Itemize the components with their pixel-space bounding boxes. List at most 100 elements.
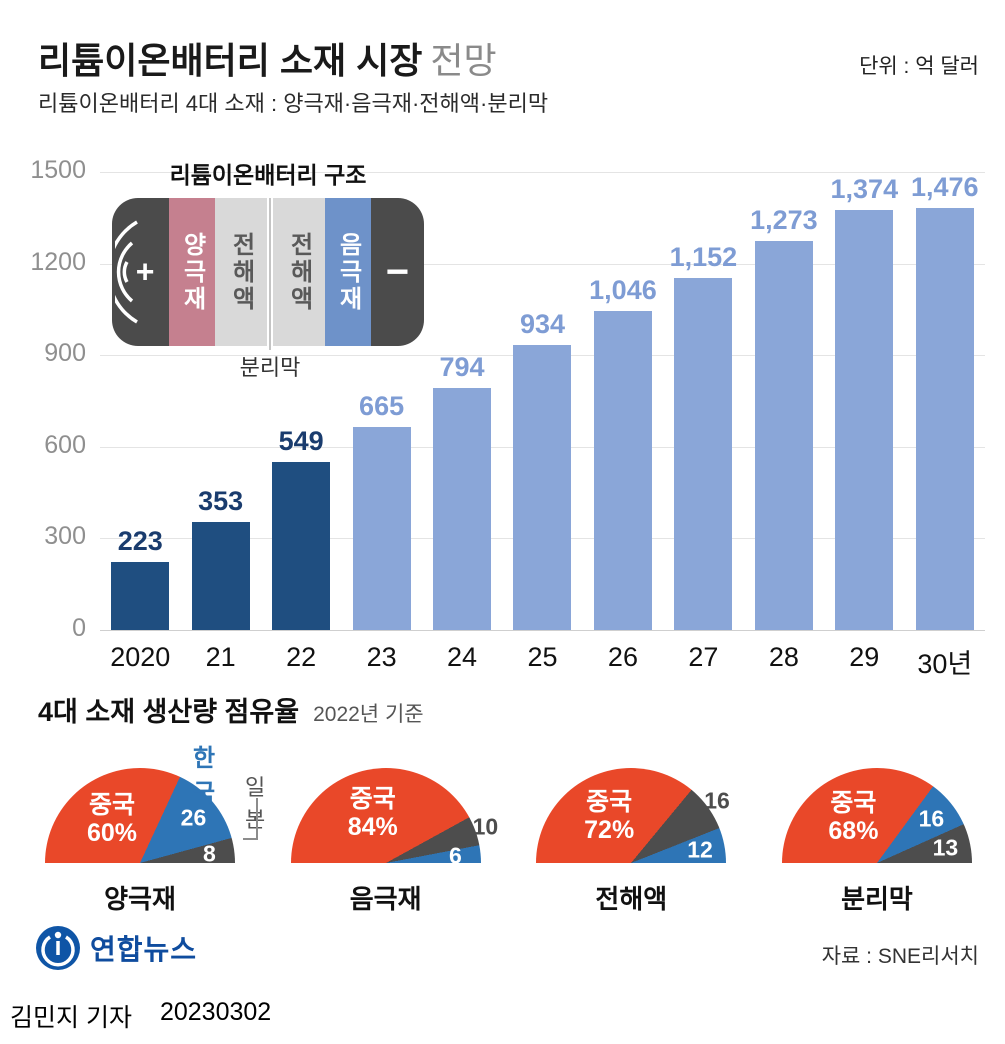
x-axis-label: 25 — [527, 642, 558, 672]
yonhap-logo-text: 연합뉴스 — [90, 934, 198, 965]
x-axis-labels: 2020 21 22 23 24 25 26 27 28 29 30년 — [100, 642, 985, 681]
battery-segment-label: 양극재 — [178, 231, 206, 313]
bar-slot: 934 — [502, 172, 582, 630]
bar-slot: 1,273 — [744, 172, 824, 630]
bar-value-label: 934 — [519, 308, 566, 339]
semicircle-pie: 중국 68% 16 13 — [781, 768, 972, 863]
bar-slot: 794 — [422, 172, 502, 630]
byline-name: 김민지 기자 — [10, 1004, 132, 1032]
pie-block: 중국 60% 26 8 한국 일본 양극재 — [40, 745, 265, 916]
bar-value-label: 1,374 — [830, 174, 899, 205]
pie-slice-label: 26 — [180, 804, 207, 831]
electrode-arcs-icon — [115, 220, 138, 324]
x-axis-label: 23 — [366, 642, 397, 672]
y-axis-tick: 300 — [44, 522, 86, 551]
pie-slice-label: 중국 72% — [584, 787, 635, 844]
pie-slice-label: 13 — [932, 834, 959, 861]
bar — [111, 561, 170, 630]
bar-slot: 1,374 — [824, 172, 904, 630]
separator-pointer-line — [269, 337, 271, 350]
bar-plot: 223 353 549 665 794 934 1,046 1,152 1,273 1,374 1,… — [30, 156, 985, 642]
battery-diagram: 리튬이온배터리 구조 + 양극재 전해액 전해액 음극재 − 분리막 — [112, 156, 452, 380]
bar-slot: 549 — [261, 172, 341, 630]
pie-slice-label: 6 — [448, 842, 462, 869]
bar — [352, 426, 411, 630]
bar-slot: 353 — [180, 172, 260, 630]
source-label: 자료 : SNE리서치 — [821, 945, 979, 968]
battery-segment-label: 전해액 — [285, 231, 313, 313]
x-axis-label: 24 — [447, 642, 478, 672]
battery-segment-label: 전해액 — [227, 231, 255, 313]
x-axis-label: 29 — [849, 642, 880, 672]
pie-row: 중국 60% 26 8 한국 일본 양극재 중국 84% 10 6 음극재 중국 72% 16 12 전해액 중국… — [40, 745, 977, 916]
minus-terminal-label: − — [385, 250, 410, 294]
korea-callout-label: 한국 — [193, 745, 216, 807]
semicircle-pie: 중국 60% 26 8 한국 일본 — [45, 745, 265, 866]
y-axis-tick: 1200 — [30, 247, 86, 276]
bar-value-label: 1,476 — [910, 172, 979, 202]
bar-value-label: 1,046 — [589, 274, 657, 305]
battery-segment: 양극재 — [169, 198, 215, 346]
japan-callout-line — [243, 798, 258, 840]
battery-body: + 양극재 전해액 전해액 음극재 − — [112, 198, 424, 346]
battery-segment: 전해액 — [273, 198, 325, 346]
y-axis-tick: 600 — [44, 430, 86, 459]
bar-slot: 1,046 — [583, 172, 663, 630]
bar-value-label: 794 — [439, 351, 485, 382]
bar-row: 223 353 549 665 794 934 1,046 1,152 1,273 1,374 1,… — [100, 172, 985, 630]
pie-slice-label: 12 — [687, 836, 713, 863]
battery-negative-cap: − — [371, 198, 424, 346]
bar — [835, 210, 894, 630]
pie-title: 양극재 — [104, 884, 176, 914]
pie-block: 중국 68% 16 13 분리막 — [777, 768, 977, 916]
pie-slice-label: 16 — [918, 805, 945, 832]
battery-title: 리튬이온배터리 구조 — [169, 162, 367, 188]
battery-segment: 음극재 — [325, 198, 371, 346]
unit-label: 단위 : 억 달러 — [859, 55, 979, 78]
bar-slot: 1,152 — [663, 172, 743, 630]
x-axis-label: 22 — [286, 642, 317, 672]
bar — [272, 462, 331, 630]
x-axis-label: 28 — [768, 642, 799, 672]
x-axis-label: 27 — [688, 642, 719, 672]
pie-slice-label: 중국 60% — [86, 791, 138, 848]
bar-slot: 665 — [341, 172, 421, 630]
bar — [593, 310, 652, 630]
bar — [754, 241, 813, 630]
bar — [513, 344, 572, 630]
share-section-header: 4대 소재 생산량 점유율 2022년 기준 — [38, 690, 424, 729]
bar-value-label: 549 — [278, 426, 324, 457]
pie-title: 음극재 — [349, 884, 422, 914]
separator-label: 분리막 — [239, 355, 301, 380]
semicircle-pie: 중국 84% 10 6 — [290, 768, 498, 869]
yonhap-logo: 연합뉴스 — [36, 926, 197, 970]
bar-value-label: 665 — [359, 390, 405, 421]
page-title: 리튬이온배터리 소재 시장 전망 — [38, 32, 497, 84]
pie-block: 중국 72% 16 12 전해액 — [531, 768, 731, 916]
bar — [915, 208, 974, 630]
x-axis-label: 26 — [607, 642, 638, 672]
plus-terminal-label: + — [135, 253, 155, 290]
y-axis-tick: 900 — [44, 339, 86, 368]
pie-slice-label: 중국 84% — [347, 784, 398, 841]
pie-title: 전해액 — [595, 884, 668, 914]
bar — [191, 522, 250, 630]
byline: 김민지 기자 20230302 — [10, 998, 271, 1034]
share-section-title: 4대 소재 생산량 점유율 — [38, 697, 300, 727]
pie-slice-label: 8 — [202, 840, 216, 867]
x-axis-label: 21 — [205, 642, 236, 672]
gridline — [100, 172, 985, 173]
byline-date: 20230302 — [159, 998, 272, 1026]
share-section-subtitle: 2022년 기준 — [313, 703, 424, 726]
bar-value-label: 1,273 — [750, 205, 818, 236]
x-axis-label: 30년 — [917, 649, 973, 679]
separator-line — [267, 198, 273, 346]
x-axis-label: 2020 — [110, 642, 171, 672]
bar-slot: 1,476 — [905, 172, 985, 630]
title-sub: 전망 — [430, 40, 497, 81]
bar-value-label: 353 — [198, 486, 244, 517]
bar-value-label: 223 — [117, 525, 163, 556]
title-main: 리튬이온배터리 소재 시장 — [38, 40, 423, 81]
bar — [674, 278, 733, 630]
